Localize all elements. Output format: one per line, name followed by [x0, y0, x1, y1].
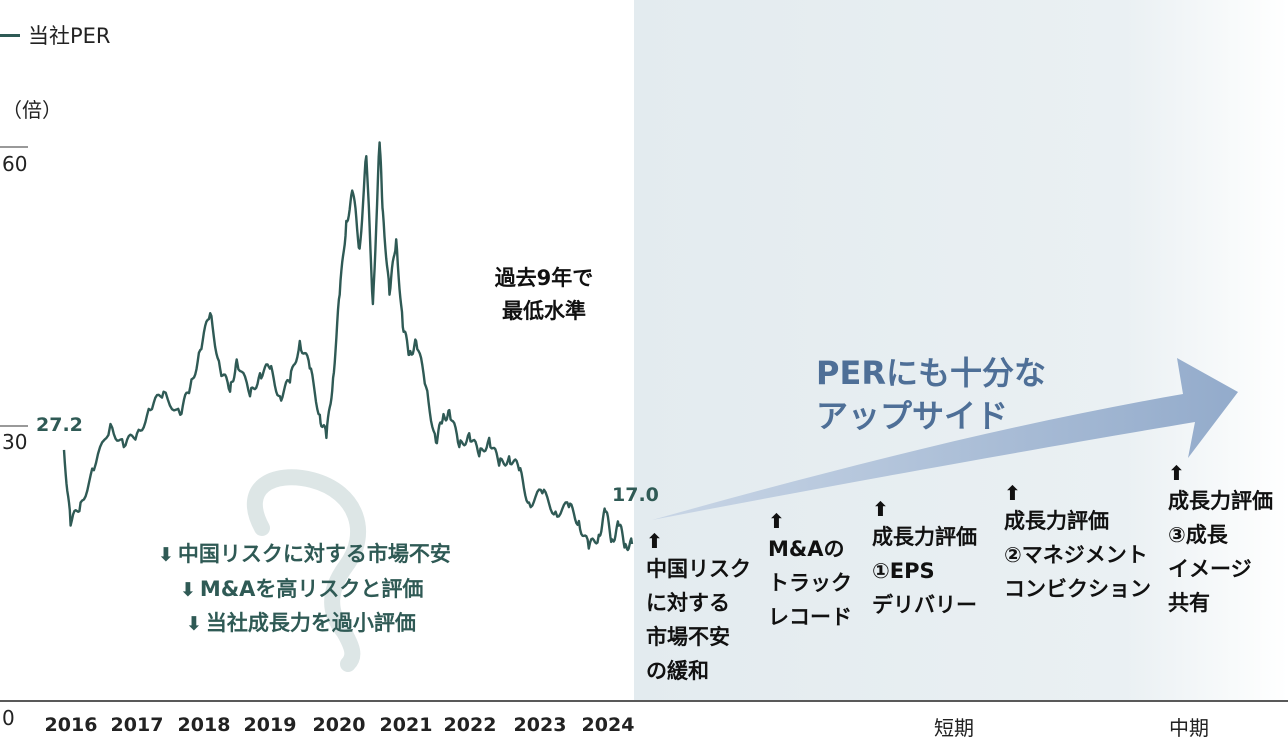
- catalyst-line: の緩和: [646, 659, 709, 683]
- x-tick-label: 2019: [243, 714, 297, 736]
- x-tick-label: 2020: [312, 714, 366, 736]
- bearish-factor-text: 当社成長力を過小評価: [205, 611, 416, 635]
- catalyst-line: イメージ: [1168, 557, 1252, 581]
- x-tick-label: 2024: [581, 714, 635, 736]
- legend: 当社PER: [0, 20, 111, 50]
- bearish-factor: ⬇ M&Aを高リスクと評価: [180, 573, 423, 603]
- catalyst-line: 市場不安: [646, 625, 730, 649]
- legend-swatch: [0, 33, 20, 37]
- y-tick-label: 60: [2, 152, 28, 176]
- bearish-factor: ⬇ 中国リスクに対する市場不安: [158, 538, 451, 568]
- down-arrow-icon: ⬇: [158, 544, 174, 566]
- question-mark-icon: [246, 469, 367, 672]
- up-arrow-icon: ⬆: [768, 509, 785, 533]
- up-arrow-icon: ⬆: [1168, 461, 1185, 485]
- catalyst-line: 成長力評価: [1004, 509, 1109, 533]
- catalyst-item: ⬆ 中国リスク に対する 市場不安 の緩和: [646, 530, 751, 688]
- upside-text-line: PERにも十分な: [816, 354, 1046, 392]
- catalyst-line: ①EPS: [872, 559, 935, 583]
- catalyst-line: トラック: [768, 571, 852, 595]
- catalyst-line: レコード: [768, 605, 852, 629]
- catalyst-line: M&Aの: [768, 537, 845, 561]
- note-line: 最低水準: [502, 299, 586, 323]
- catalyst-item: ⬆ 成長力評価 ③成長 イメージ 共有: [1168, 462, 1273, 620]
- end-value-label: 17.0: [612, 484, 659, 506]
- phase-label-mid-term: 中期: [1169, 716, 1209, 740]
- legend-label: 当社PER: [28, 24, 111, 48]
- note-line: 過去9年で: [494, 266, 594, 290]
- up-arrow-icon: ⬆: [872, 497, 889, 521]
- catalyst-line: ③成長: [1168, 523, 1228, 547]
- x-tick-label: 2018: [177, 714, 231, 736]
- x-tick-label: 2022: [443, 714, 497, 736]
- x-tick-label: 2016: [44, 714, 98, 736]
- forecast-band: [634, 0, 1288, 700]
- y-tick-label: 30: [2, 430, 28, 454]
- catalyst-line: ②マネジメント: [1004, 543, 1148, 567]
- y-axis-unit: （倍）: [2, 98, 62, 122]
- catalyst-item: ⬆ M&Aの トラック レコード: [768, 510, 852, 634]
- catalyst-item: ⬆ 成長力評価 ①EPS デリバリー: [872, 498, 977, 622]
- catalyst-line: コンビクション: [1004, 577, 1151, 601]
- up-arrow-icon: ⬆: [1004, 481, 1021, 505]
- up-arrow-icon: ⬆: [646, 529, 663, 553]
- low-level-note: 過去9年で 最低水準: [474, 262, 614, 328]
- x-tick-label: 2023: [513, 714, 567, 736]
- catalyst-item: ⬆ 成長力評価 ②マネジメント コンビクション: [1004, 482, 1151, 606]
- x-tick-label: 2021: [379, 714, 433, 736]
- bearish-factor: ⬇ 当社成長力を過小評価: [186, 607, 416, 637]
- down-arrow-icon: ⬇: [186, 613, 202, 635]
- catalyst-line: 共有: [1168, 591, 1210, 615]
- catalyst-line: 成長力評価: [1168, 489, 1273, 513]
- bearish-factor-text: 中国リスクに対する市場不安: [177, 542, 451, 566]
- catalyst-line: 成長力評価: [872, 525, 977, 549]
- phase-label-short-term: 短期: [934, 716, 974, 740]
- y-tick-label: 0: [2, 706, 15, 730]
- catalyst-line: 中国リスク: [646, 557, 751, 581]
- catalyst-line: に対する: [646, 591, 730, 615]
- upside-text: PERにも十分な アップサイド: [816, 352, 1046, 438]
- upside-arrow: [652, 358, 1238, 520]
- start-value-label: 27.2: [36, 414, 83, 436]
- upside-text-line: アップサイド: [816, 397, 1009, 435]
- x-tick-label: 2017: [110, 714, 164, 736]
- bearish-factor-text: M&Aを高リスクと評価: [199, 577, 424, 601]
- catalyst-line: デリバリー: [872, 593, 977, 617]
- down-arrow-icon: ⬇: [180, 579, 196, 601]
- series-line-per: [62, 141, 634, 552]
